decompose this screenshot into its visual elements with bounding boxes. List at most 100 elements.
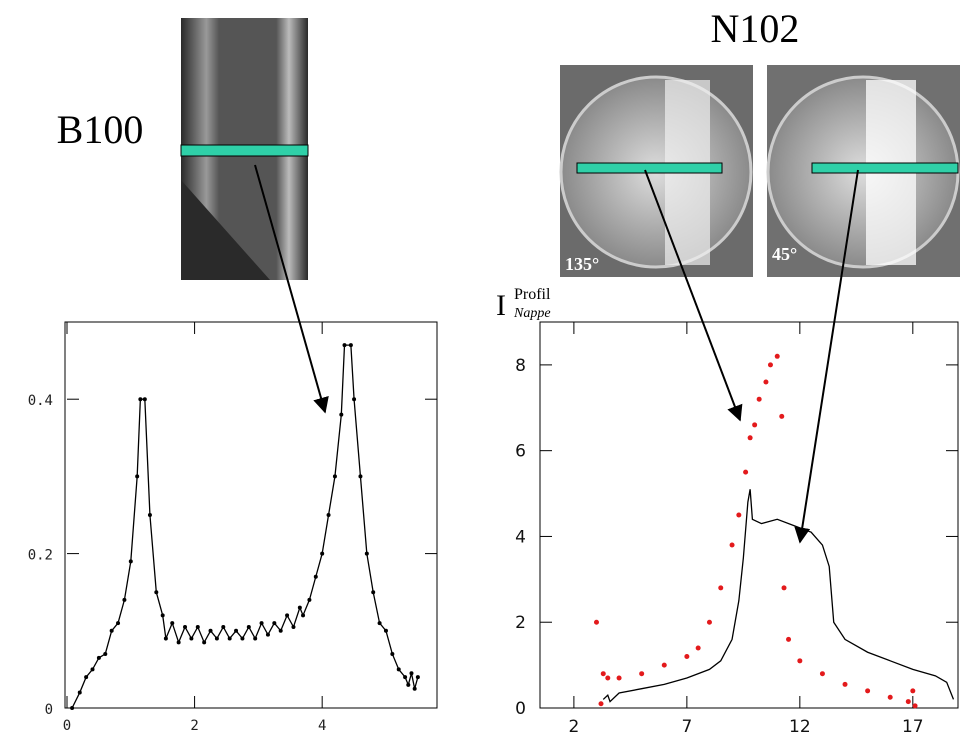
data-point <box>208 628 213 633</box>
plot-frame <box>64 321 438 709</box>
y-tick-label: 8 <box>515 356 526 376</box>
data-point <box>90 667 95 672</box>
arrow <box>794 169 859 544</box>
data-point <box>409 671 414 676</box>
y-tick-label: 4 <box>515 527 526 547</box>
data-point <box>326 513 331 517</box>
data-line <box>71 344 419 709</box>
data-point <box>160 613 165 618</box>
data-point <box>221 624 226 629</box>
data-point <box>348 343 353 348</box>
data-point <box>684 654 690 660</box>
angle-label: 135° <box>565 254 599 274</box>
data-point <box>339 412 344 417</box>
data-point <box>605 675 611 681</box>
data-point <box>763 379 769 385</box>
data-point <box>352 397 357 402</box>
data-point <box>291 624 296 629</box>
data-point <box>358 474 363 479</box>
data-point <box>70 706 75 710</box>
data-point <box>600 671 606 677</box>
data-point <box>396 667 401 672</box>
title: N102 <box>711 6 800 51</box>
y-axis-label: I Profil Nappe <box>496 286 551 322</box>
data-point <box>598 701 604 707</box>
data-point <box>639 671 645 677</box>
profile-line <box>576 162 723 174</box>
data-point <box>383 628 388 633</box>
data-point <box>128 559 133 564</box>
x-tick-label: 2 <box>190 718 198 734</box>
data-point <box>297 605 302 610</box>
data-point <box>116 621 121 626</box>
image <box>559 65 753 277</box>
data-point <box>332 474 337 479</box>
x-tick-label: 12 <box>789 717 811 737</box>
data-point <box>253 636 258 641</box>
data-point <box>313 574 318 579</box>
data-point <box>234 628 239 633</box>
data-point <box>616 675 622 681</box>
data-point <box>743 469 749 475</box>
data-point <box>887 694 893 700</box>
data-point <box>202 640 207 645</box>
data-point <box>77 690 82 695</box>
data-point <box>142 397 147 402</box>
data-point <box>307 597 312 602</box>
title: B100 <box>57 107 144 152</box>
x-tick-label: 2 <box>568 717 579 737</box>
y-tick-label: 0 <box>515 699 526 719</box>
data-point <box>752 422 758 428</box>
arrow <box>644 169 743 422</box>
data-point <box>774 353 780 359</box>
data-point <box>747 435 753 441</box>
data-point <box>819 671 825 677</box>
data-point <box>661 662 667 668</box>
data-point <box>84 675 89 680</box>
data-point <box>364 551 369 556</box>
data-point <box>377 621 382 626</box>
data-point <box>342 343 347 348</box>
data-point <box>593 619 599 625</box>
data-point <box>189 636 194 641</box>
data-point <box>865 688 871 694</box>
data-point <box>138 397 143 402</box>
data-point <box>176 640 181 645</box>
data-point <box>195 624 200 629</box>
data-point <box>103 651 108 656</box>
y-tick-label: 6 <box>515 442 526 462</box>
arrow <box>254 164 329 414</box>
profile-line <box>180 144 309 157</box>
data-point <box>718 585 724 591</box>
y-tick-label: 2 <box>515 613 526 633</box>
y-label-sub: Nappe <box>513 306 551 321</box>
y-tick-label: 0.2 <box>28 548 53 564</box>
data-point <box>756 396 762 402</box>
data-point <box>320 551 325 556</box>
x-tick-label: 0 <box>63 718 71 734</box>
data-point <box>781 585 787 591</box>
data-point <box>227 636 232 641</box>
data-point <box>96 655 101 660</box>
data-point <box>147 513 152 517</box>
data-point <box>285 613 290 618</box>
data-point <box>390 651 395 656</box>
data-point <box>109 628 114 633</box>
y-label-sup: Profil <box>514 286 551 303</box>
data-point <box>135 474 140 479</box>
data-point <box>122 597 127 602</box>
data-point <box>214 636 219 641</box>
data-point <box>786 636 792 642</box>
data-point <box>736 512 742 518</box>
data-point <box>406 682 411 687</box>
data-point <box>403 675 408 680</box>
data-point <box>842 681 848 687</box>
data-point <box>797 658 803 664</box>
data-line <box>602 489 955 703</box>
data-point <box>246 624 251 629</box>
y-tick-label: 0 <box>45 702 53 718</box>
data-point <box>301 613 306 618</box>
data-point <box>371 590 376 595</box>
data-point <box>767 362 773 368</box>
